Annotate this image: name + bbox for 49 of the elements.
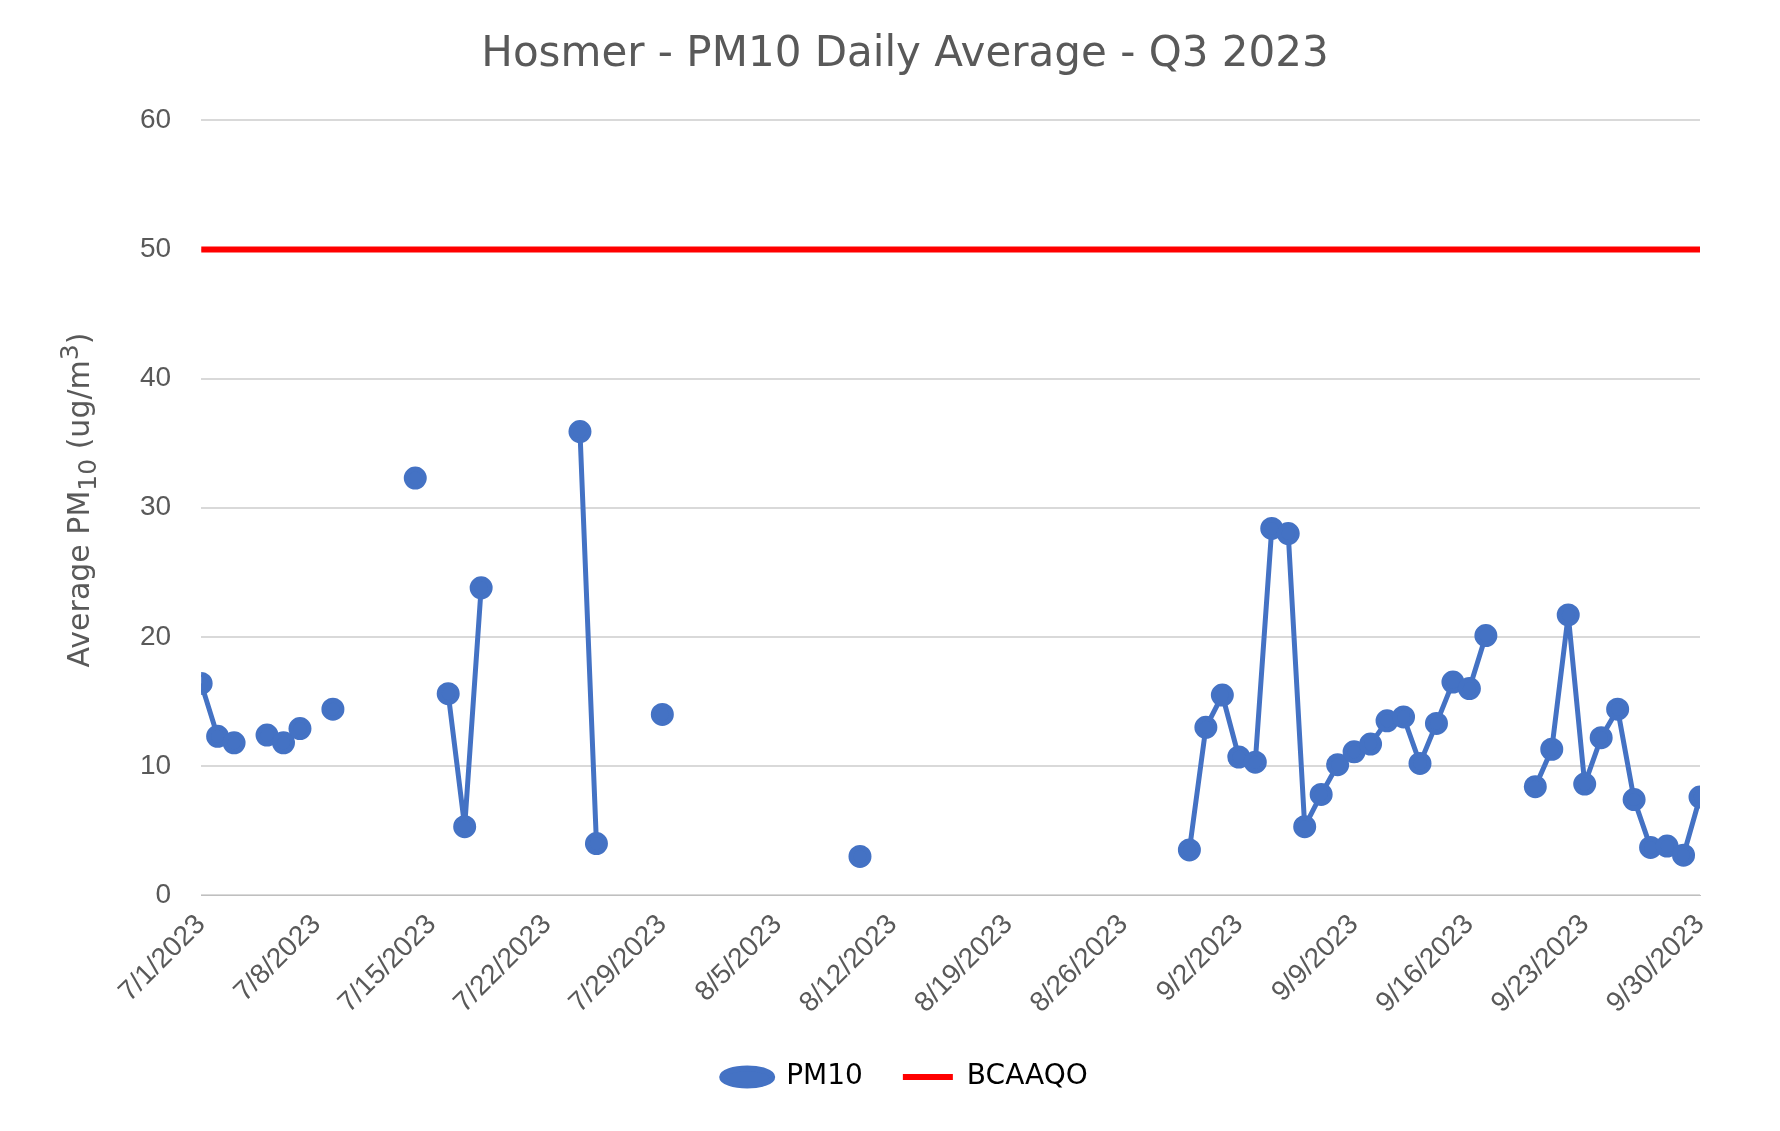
point (1408, 751, 1432, 775)
point (403, 466, 427, 490)
chart-title: Hosmer - PM10 Daily Average - Q3 2023 (481, 27, 1329, 77)
point (469, 576, 493, 600)
point (1622, 788, 1646, 812)
point (255, 723, 279, 747)
y-tick-label: 40 (139, 361, 172, 393)
point (1210, 683, 1234, 707)
point (1540, 737, 1564, 761)
point (1655, 834, 1679, 858)
point (436, 682, 460, 706)
point (1276, 522, 1300, 546)
point (272, 731, 295, 755)
point (1194, 715, 1218, 739)
point (1243, 750, 1267, 774)
y-tick-label: 0 (155, 877, 172, 909)
point (321, 697, 345, 721)
legend-label: BCAAQO (966, 1058, 1088, 1092)
point (1441, 670, 1465, 694)
point (1474, 624, 1498, 648)
point (288, 717, 312, 741)
point (1424, 711, 1448, 735)
point (1672, 843, 1696, 867)
point (1326, 753, 1350, 777)
point (1309, 782, 1333, 806)
point (206, 724, 230, 748)
point (1392, 705, 1416, 729)
point (650, 702, 674, 726)
point (1556, 603, 1580, 627)
y-tick-label: 10 (139, 748, 172, 780)
point (568, 420, 592, 444)
point (1606, 697, 1630, 721)
point (453, 815, 477, 839)
point (1573, 772, 1597, 796)
y-tick-label: 30 (139, 490, 172, 522)
point (1293, 815, 1317, 839)
y-tick-label: 60 (139, 103, 172, 135)
point (584, 832, 608, 856)
point (1342, 740, 1366, 764)
y-tick-label: 20 (139, 619, 172, 651)
point (1457, 677, 1481, 701)
point (1523, 775, 1547, 799)
point (848, 844, 872, 868)
y-tick-label: 50 (139, 232, 172, 264)
point (1177, 838, 1201, 862)
legend-label: PM10 (786, 1058, 863, 1092)
point (1589, 726, 1613, 750)
point (222, 731, 246, 755)
point (1359, 732, 1383, 756)
